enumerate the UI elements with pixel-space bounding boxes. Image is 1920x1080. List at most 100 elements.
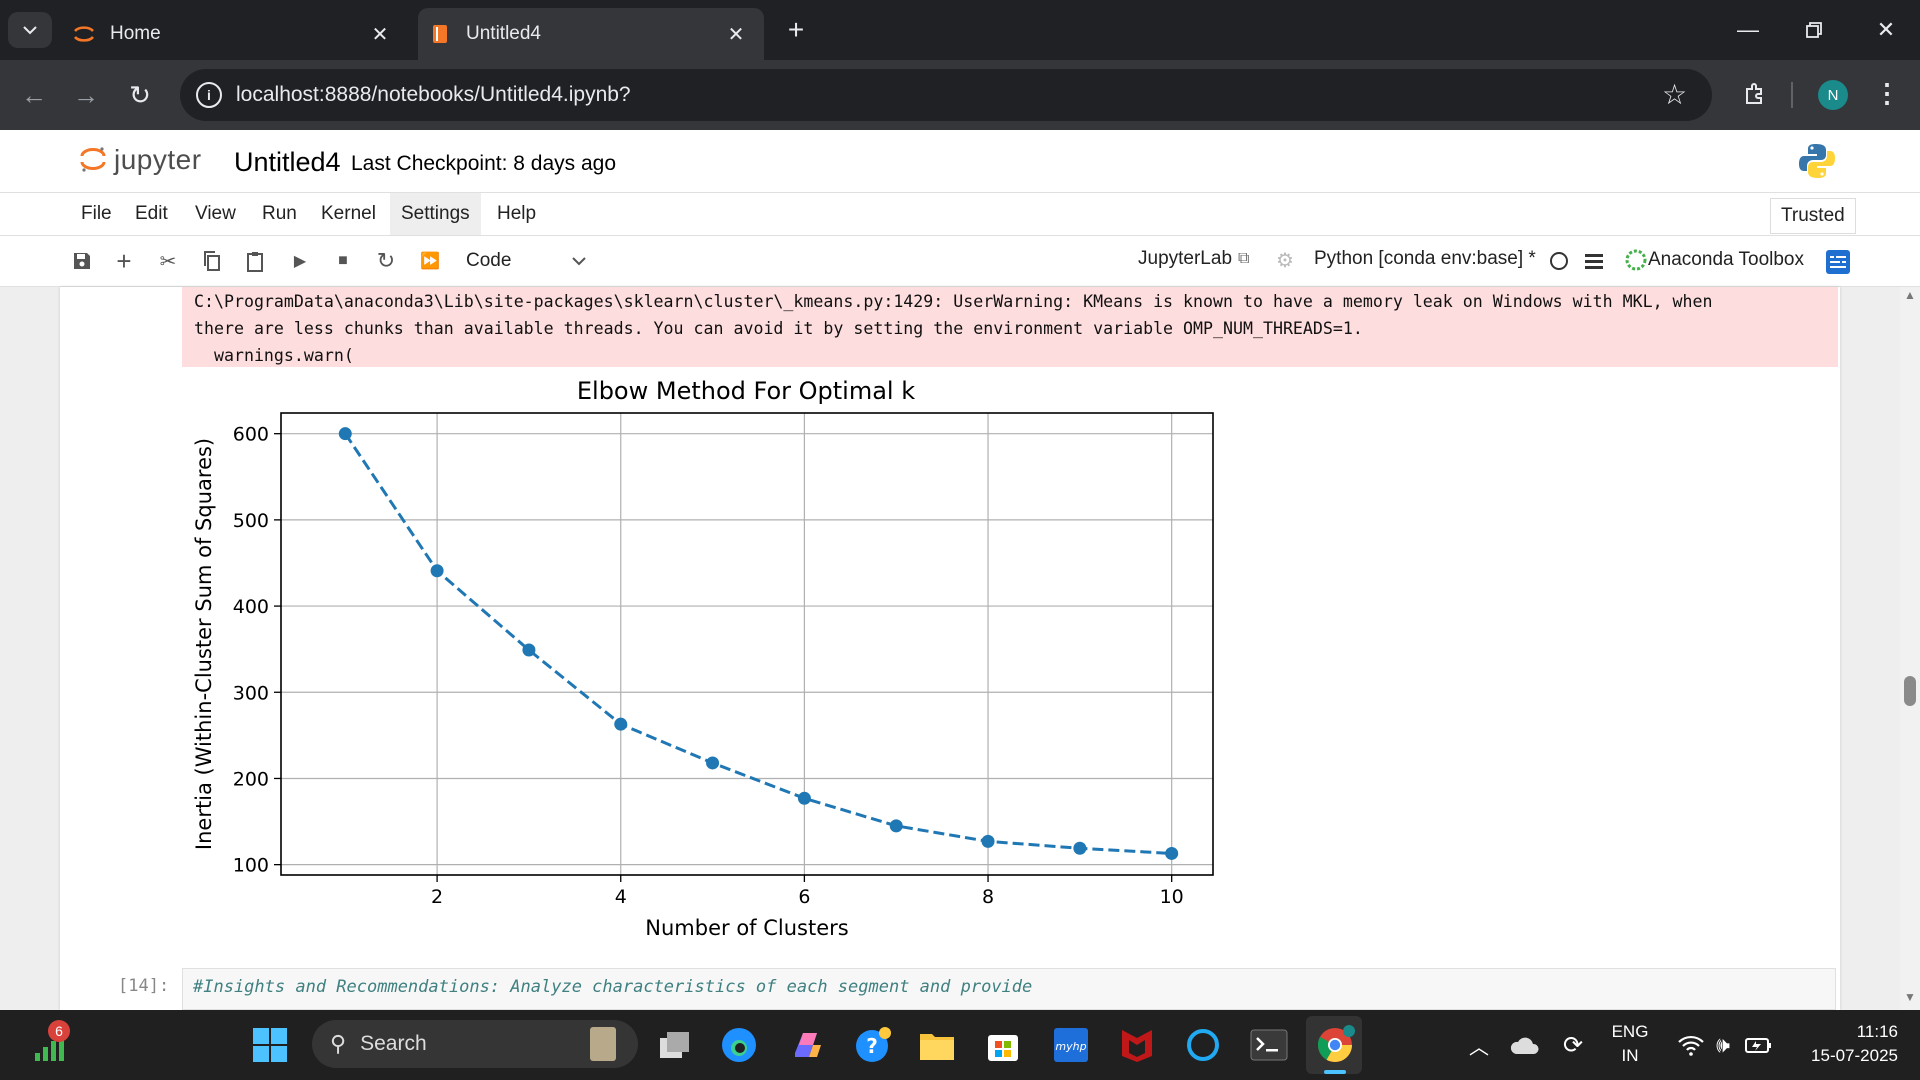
kernel-name[interactable]: Python [conda env:base] * [1314, 248, 1536, 269]
url-text[interactable]: localhost:8888/notebooks/Untitled4.ipynb… [236, 83, 631, 106]
onedrive-weather-icon[interactable] [1502, 1022, 1548, 1068]
menu-edit[interactable]: Edit [135, 203, 168, 224]
data-point [522, 643, 536, 657]
paste-icon[interactable] [240, 246, 270, 276]
windows-start-icon[interactable] [247, 1022, 293, 1068]
menu-kernel[interactable]: Kernel [321, 203, 376, 224]
battery-icon[interactable] [1736, 1022, 1782, 1068]
jupyter-logo-icon[interactable] [80, 146, 106, 172]
scroll-up-icon[interactable]: ▲ [1904, 288, 1916, 302]
save-icon[interactable] [67, 246, 97, 276]
kernel-menu-icon[interactable] [1585, 252, 1603, 270]
restart-kernel-icon[interactable]: ↻ [376, 248, 396, 273]
window-close-icon[interactable]: ✕ [1876, 17, 1896, 42]
jupyterlab-link-label: JupyterLab [1138, 248, 1233, 269]
profile-avatar[interactable]: N [1818, 80, 1848, 110]
copilot-icon[interactable] [784, 1022, 830, 1068]
search-placeholder: Search [360, 1032, 427, 1055]
sync-icon[interactable]: ⟳ [1562, 1031, 1584, 1059]
trusted-indicator[interactable]: Trusted [1770, 198, 1856, 234]
jupyter-logo-text[interactable]: jupyter [114, 144, 202, 175]
series-line [344, 432, 1172, 855]
restart-run-all-icon[interactable]: ⏩ [420, 253, 440, 270]
network-stocks-widget[interactable] [26, 1022, 72, 1068]
search-icon: ⚲ [330, 1031, 347, 1056]
notebook-title[interactable]: Untitled4 [234, 147, 341, 177]
mcafee-icon[interactable] [1114, 1022, 1160, 1068]
get-help-icon[interactable]: ? [850, 1022, 896, 1068]
restore-icon[interactable] [1786, 12, 1842, 48]
cell-prompt: [14]: [118, 976, 170, 996]
y-tick-label: 400 [233, 596, 269, 618]
back-arrow-icon[interactable]: ← [21, 79, 47, 110]
plot-frame [280, 412, 1214, 876]
scroll-down-icon[interactable]: ▼ [1904, 990, 1916, 1004]
code-cell-text[interactable]: #Insights and Recommendations: Analyze c… [193, 977, 1033, 997]
forward-arrow-icon[interactable]: → [73, 79, 99, 110]
scrollbar-track[interactable] [1900, 287, 1920, 1010]
extensions-icon[interactable] [1736, 76, 1772, 112]
tab-label: Untitled4 [466, 23, 541, 44]
menu-help[interactable]: Help [497, 203, 537, 224]
menu-file[interactable]: File [81, 203, 112, 224]
data-point [1073, 841, 1087, 855]
signal-bars-icon [35, 1035, 64, 1061]
anaconda-toolbox-button[interactable]: Anaconda Toolbox [1624, 248, 1804, 272]
language-code: ENG [1611, 1022, 1649, 1041]
jupyter-menubar [0, 193, 1920, 236]
close-icon[interactable]: ✕ [727, 23, 745, 46]
tab-home[interactable]: Home ✕ [62, 8, 408, 60]
chrome-icon[interactable] [1312, 1022, 1358, 1068]
new-tab-button[interactable]: + [787, 14, 805, 45]
add-cell-icon[interactable]: + [116, 245, 132, 276]
task-view-icon[interactable] [652, 1022, 698, 1068]
svg-text:myhp: myhp [1055, 1040, 1086, 1053]
terminal-icon[interactable] [1246, 1022, 1292, 1068]
data-point [338, 427, 352, 441]
copy-icon[interactable] [197, 246, 227, 276]
cell-type-select[interactable]: Code [466, 246, 586, 276]
clock-date: 15-07-2025 [1811, 1046, 1898, 1065]
toc-panel-icon[interactable] [1826, 250, 1850, 274]
show-hidden-icons-icon[interactable]: ︿ [1469, 1036, 1489, 1059]
external-link-icon: ⧉ [1238, 250, 1250, 267]
taskbar-search[interactable]: ⚲ Search [312, 1020, 638, 1068]
minimize-icon[interactable]: — [1737, 17, 1759, 42]
myhp-icon[interactable]: myhp [1048, 1022, 1094, 1068]
cut-icon[interactable]: ✂ [159, 250, 177, 273]
wifi-icon[interactable] [1668, 1022, 1714, 1068]
data-point [706, 756, 720, 770]
run-cell-icon[interactable]: ▶ [293, 253, 307, 270]
interrupt-kernel-icon[interactable]: ■ [338, 252, 348, 269]
clock[interactable]: 11:16 15-07-2025 [1788, 1020, 1898, 1068]
y-tick-label: 300 [233, 682, 269, 704]
jupyterlab-link[interactable]: JupyterLab ⧉ [1138, 248, 1249, 270]
code-cell-input[interactable]: #Insights and Recommendations: Analyze c… [182, 968, 1836, 1010]
more-menu-icon[interactable]: ⋮ [1874, 78, 1900, 108]
address-bar[interactable] [180, 69, 1712, 121]
close-icon[interactable]: ✕ [371, 23, 389, 46]
tab-search-button[interactable] [8, 12, 52, 48]
elbow-chart: Elbow Method For Optimal k 2 4 6 8 10 100 200 3… [192, 377, 1214, 940]
chart-series [338, 427, 1179, 860]
site-info-icon[interactable]: i [196, 82, 222, 108]
menu-run[interactable]: Run [262, 203, 297, 224]
reload-icon[interactable]: ↻ [129, 79, 151, 110]
cortana-ring-icon[interactable] [1180, 1022, 1226, 1068]
volume-icon[interactable]: 🕪 [1716, 1032, 1730, 1057]
scrollbar-thumb[interactable] [1904, 676, 1916, 706]
tab-untitled4[interactable]: Untitled4 ✕ [418, 8, 764, 60]
language-indicator[interactable]: ENG IN [1600, 1020, 1660, 1068]
active-app-indicator [1324, 1070, 1346, 1074]
tab-label: Home [110, 23, 161, 44]
microsoft-store-icon[interactable] [980, 1022, 1026, 1068]
edge-browser-icon[interactable] [716, 1022, 762, 1068]
bookmark-star-icon[interactable]: ☆ [1662, 79, 1688, 110]
chevron-down-icon [572, 257, 586, 266]
menu-view[interactable]: View [195, 203, 236, 224]
file-explorer-icon[interactable] [914, 1022, 960, 1068]
kernel-status-idle-icon [1550, 252, 1568, 270]
browser-tab-strip [0, 0, 1920, 60]
menu-settings[interactable]: Settings [390, 193, 481, 235]
svg-text:?: ? [866, 1034, 878, 1058]
